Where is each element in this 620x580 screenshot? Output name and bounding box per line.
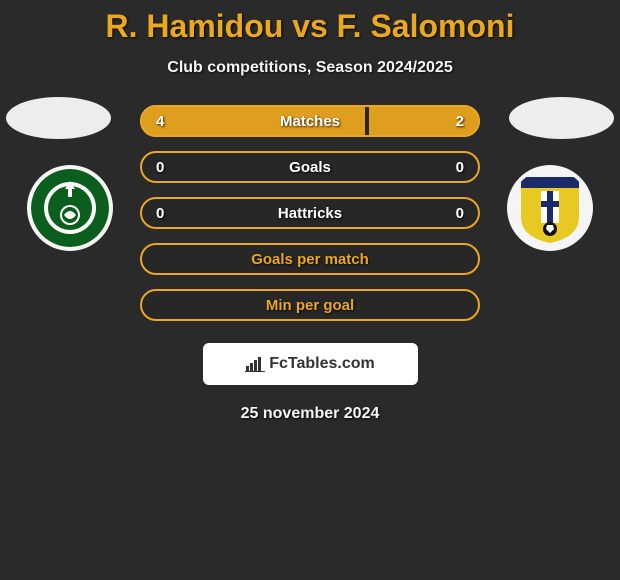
- stat-value-right: 2: [444, 113, 464, 130]
- stat-value-right: 0: [444, 205, 464, 222]
- stat-label: Hattricks: [278, 205, 342, 222]
- stat-row-hattricks: 0 Hattricks 0: [140, 197, 480, 229]
- club-badge-left: [27, 165, 113, 251]
- stat-label: Goals per match: [251, 251, 369, 268]
- player-photo-left: [6, 97, 111, 139]
- stat-row-matches: 4 Matches 2: [140, 105, 480, 137]
- stat-row-goals-per-match: Goals per match: [140, 243, 480, 275]
- stat-label: Matches: [280, 113, 340, 130]
- bar-chart-icon: [245, 356, 265, 372]
- stat-label: Min per goal: [266, 297, 354, 314]
- fctables-badge[interactable]: FcTables.com: [203, 343, 418, 385]
- page-title: R. Hamidou vs F. Salomoni: [0, 8, 620, 45]
- player-photo-right: [509, 97, 614, 139]
- stat-row-goals: 0 Goals 0: [140, 151, 480, 183]
- footer-date: 25 november 2024: [20, 405, 600, 423]
- club-badge-right: [507, 165, 593, 251]
- club-logo-right: [511, 169, 589, 247]
- stats-column: 4 Matches 2 0 Goals 0 0 Hattricks 0 Goal…: [140, 105, 480, 321]
- club-logo-left: [31, 169, 109, 247]
- club-left-icon: [31, 169, 109, 247]
- main-area: 4 Matches 2 0 Goals 0 0 Hattricks 0 Goal…: [0, 105, 620, 423]
- stat-value-left: 4: [156, 113, 176, 130]
- fctables-label: FcTables.com: [269, 355, 375, 373]
- subtitle: Club competitions, Season 2024/2025: [0, 59, 620, 77]
- stat-value-left: 0: [156, 205, 176, 222]
- stat-label: Goals: [289, 159, 331, 176]
- comparison-widget: R. Hamidou vs F. Salomoni Club competiti…: [0, 0, 620, 423]
- stat-value-left: 0: [156, 159, 176, 176]
- stat-row-min-per-goal: Min per goal: [140, 289, 480, 321]
- club-right-icon: [511, 169, 589, 247]
- stat-value-right: 0: [444, 159, 464, 176]
